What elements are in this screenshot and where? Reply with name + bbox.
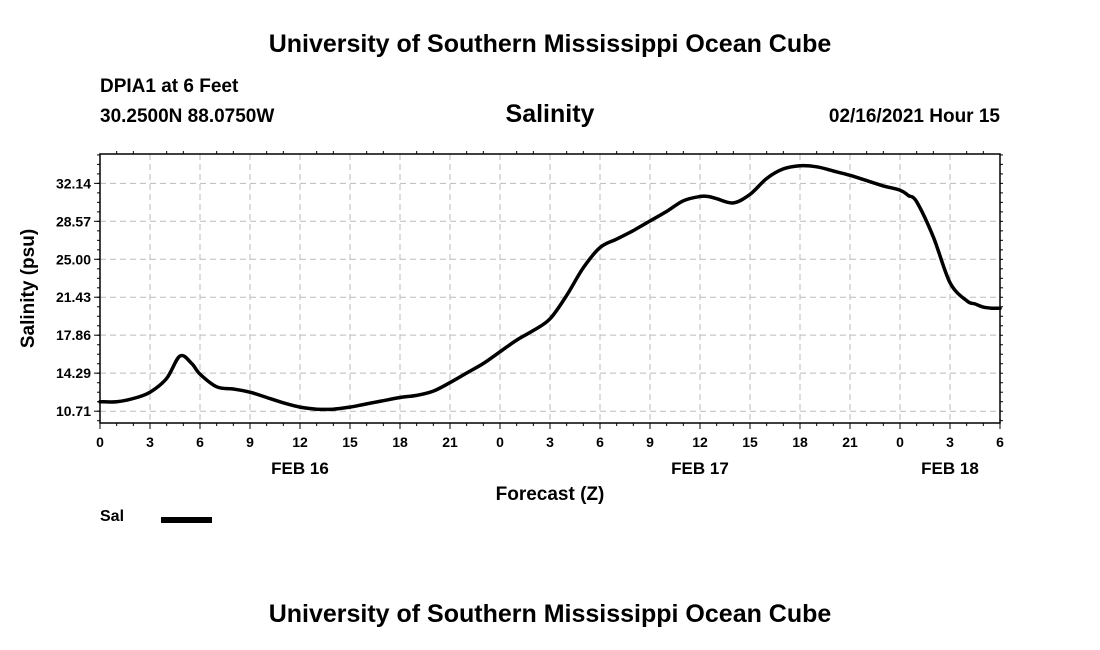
x-tick-label: 9 — [246, 434, 254, 450]
x-tick-label: 15 — [742, 434, 758, 450]
grid-layer — [100, 154, 1000, 423]
bottom-title: University of Southern Mississippi Ocean… — [268, 600, 832, 628]
x-tick-label: 15 — [342, 434, 358, 450]
y-tick-label: 32.14 — [56, 175, 91, 191]
x-day-label: FEB 16 — [271, 459, 329, 478]
y-tick-label: 10.71 — [56, 403, 91, 419]
top-title: University of Southern Mississippi Ocean… — [268, 30, 832, 58]
legend-label: Sal — [100, 508, 125, 525]
station-coordinates: 30.2500N 88.0750W — [100, 106, 275, 127]
x-tick-label: 3 — [546, 434, 554, 450]
y-tick-label: 25.00 — [56, 251, 91, 267]
x-day-label: FEB 18 — [921, 459, 979, 478]
x-axis-label: Forecast (Z) — [496, 484, 605, 505]
x-tick-label: 18 — [792, 434, 808, 450]
y-tick-label: 17.86 — [56, 327, 91, 343]
x-tick-label: 6 — [596, 434, 604, 450]
x-tick-label: 6 — [196, 434, 204, 450]
salinity-series-line — [98, 163, 1002, 412]
y-tick-label: 21.43 — [56, 289, 91, 305]
x-tick-label: 21 — [842, 434, 858, 450]
x-day-label: FEB 17 — [671, 459, 729, 478]
station-name: DPIA1 at 6 Feet — [100, 76, 239, 97]
y-tick-label: 14.29 — [56, 365, 91, 381]
x-tick-label: 12 — [692, 434, 708, 450]
x-tick-label: 12 — [292, 434, 308, 450]
x-tick-label: 3 — [146, 434, 154, 450]
x-tick-label: 18 — [392, 434, 408, 450]
forecast-datetime: 02/16/2021 Hour 15 — [828, 106, 1000, 127]
x-tick-label: 0 — [896, 434, 904, 450]
x-tick-label: 6 — [996, 434, 1004, 450]
label-layer: 10.71 14.29 17.86 21.43 25.00 28.57 32.14 0 3 6 9 1… — [56, 175, 1004, 478]
x-tick-label: 0 — [496, 434, 504, 450]
plot-frame — [99, 153, 1001, 424]
x-tick-label: 0 — [96, 434, 104, 450]
x-tick-label: 9 — [646, 434, 654, 450]
y-tick-label: 28.57 — [56, 213, 91, 229]
chart-title: Salinity — [505, 100, 595, 128]
x-tick-label: 3 — [946, 434, 954, 450]
y-axis-label: Salinity (psu) — [18, 229, 39, 348]
x-tick-label: 21 — [442, 434, 458, 450]
legend-swatch — [161, 517, 212, 523]
